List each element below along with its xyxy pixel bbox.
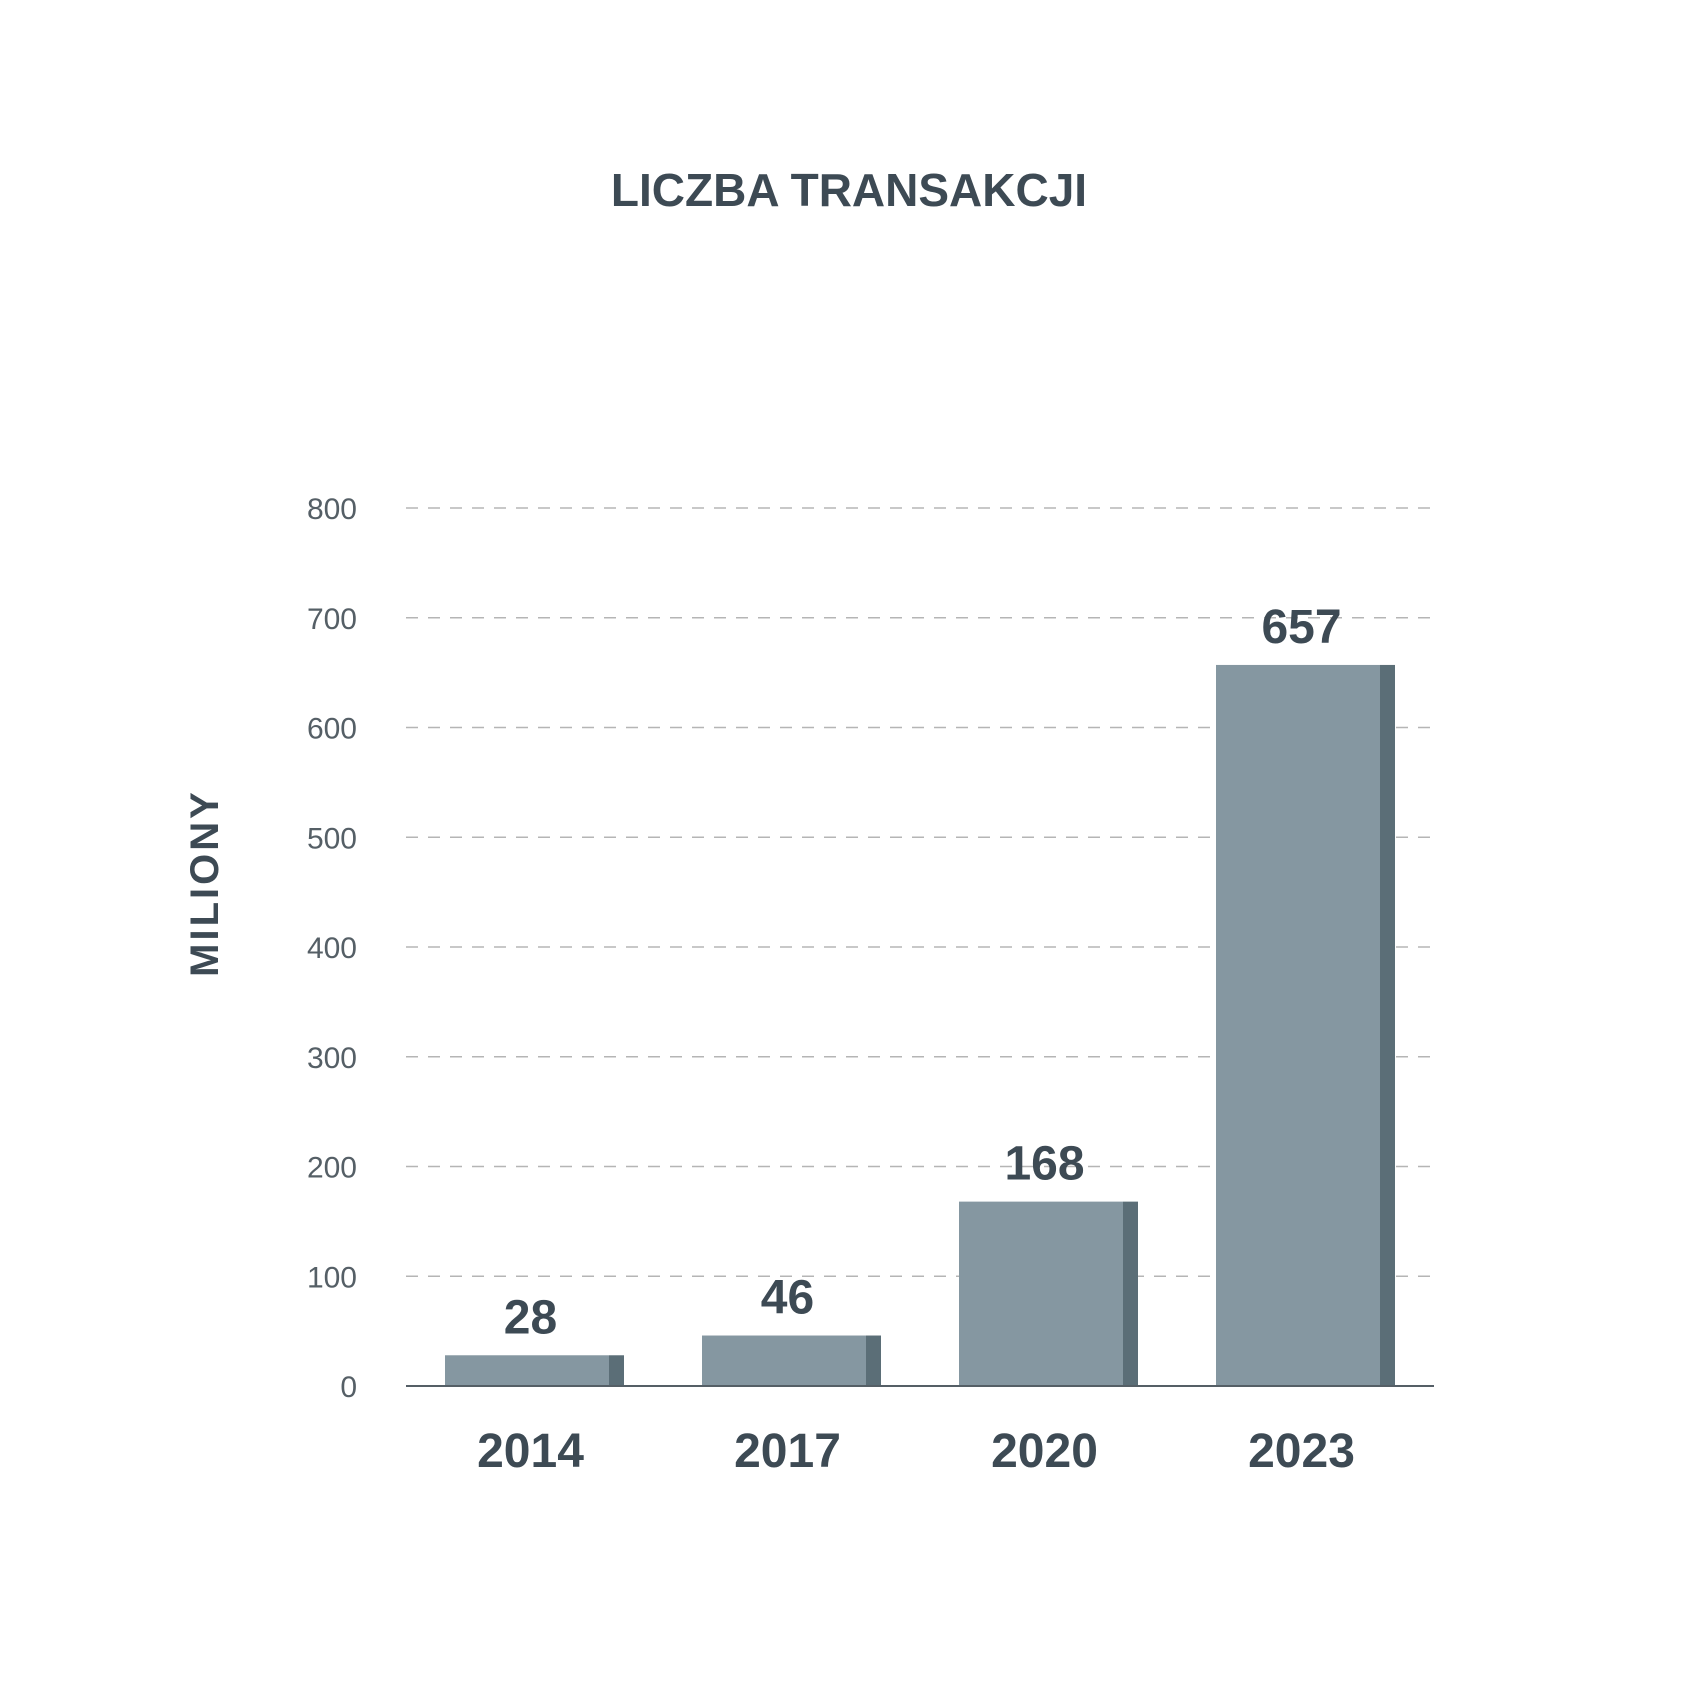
bar-side-2017 [866, 1335, 881, 1386]
bar-2017 [702, 1335, 881, 1386]
x-tick-label-2017: 2017 [734, 1425, 841, 1478]
value-label-2017: 46 [761, 1272, 814, 1325]
grid-lines [406, 507, 1434, 1277]
chart-title: LICZBA TRANSAKCJI [611, 164, 1087, 216]
y-axis-ticks: 0 100 200 300 400 500 600 700 800 [307, 493, 357, 1404]
bar-2014 [445, 1355, 624, 1386]
x-tick-label-2023: 2023 [1248, 1425, 1355, 1478]
y-tick-label: 100 [307, 1261, 357, 1294]
value-label-2020: 168 [1004, 1138, 1084, 1191]
x-tick-label-2014: 2014 [477, 1425, 584, 1478]
y-tick-label: 600 [307, 713, 357, 746]
y-tick-label: 400 [307, 932, 357, 965]
bar-side-2020 [1123, 1201, 1138, 1386]
bar-side-2023 [1380, 664, 1395, 1386]
y-tick-label: 800 [307, 493, 357, 526]
bar-front-2023 [1216, 664, 1380, 1386]
bar-2023 [1216, 664, 1395, 1386]
bars [445, 664, 1395, 1386]
y-tick-label: 500 [307, 822, 357, 855]
y-tick-label: 300 [307, 1042, 357, 1075]
value-label-2023: 657 [1261, 601, 1341, 654]
bar-2020 [959, 1201, 1138, 1386]
x-axis-ticks: 2014 2017 2020 2023 [477, 1425, 1355, 1478]
y-tick-label: 700 [307, 603, 357, 636]
bar-side-2014 [609, 1355, 624, 1386]
bar-front-2017 [702, 1335, 866, 1386]
bar-front-2014 [445, 1355, 609, 1386]
bar-front-2020 [959, 1201, 1123, 1386]
y-axis-label: MILIONY [183, 789, 227, 977]
value-label-2014: 28 [504, 1291, 557, 1344]
y-tick-label: 0 [340, 1371, 357, 1404]
y-tick-label: 200 [307, 1152, 357, 1185]
x-tick-label-2020: 2020 [991, 1425, 1098, 1478]
value-labels: 28 46 168 657 [504, 601, 1342, 1344]
